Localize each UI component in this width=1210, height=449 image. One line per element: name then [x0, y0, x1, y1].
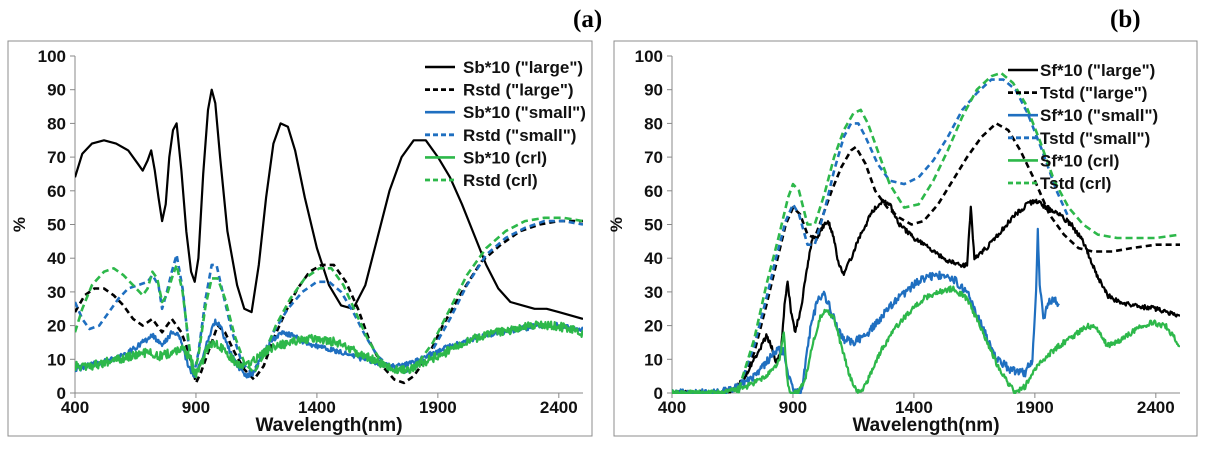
series-line: [75, 216, 583, 378]
y-tick-label: 60: [644, 182, 663, 201]
x-tick-label: 1900: [419, 398, 457, 417]
y-tick-label: 100: [38, 47, 66, 66]
y-tick-label: 30: [47, 283, 66, 302]
series-line: [75, 320, 583, 379]
x-axis-label: Wavelength(nm): [255, 415, 402, 436]
y-tick-label: 80: [644, 114, 663, 133]
legend-label: Rstd ("large"): [463, 81, 574, 100]
y-tick-label: 60: [47, 182, 66, 201]
legend-label: Sf*10 ("small"): [1040, 106, 1158, 125]
y-tick-label: 70: [644, 148, 663, 167]
y-tick-label: 90: [47, 81, 66, 100]
y-axis-label: %: [607, 217, 626, 232]
y-tick-label: 40: [47, 249, 66, 268]
series-line: [672, 198, 1180, 394]
y-tick-label: 0: [654, 384, 663, 403]
y-tick-label: 100: [635, 47, 663, 66]
y-tick-label: 90: [644, 81, 663, 100]
y-tick-label: 10: [644, 350, 663, 369]
legend-label: Rstd ("small"): [463, 126, 576, 145]
series-line: [75, 88, 583, 320]
series-line: [75, 219, 583, 378]
legend-label: Tstd ("small"): [1040, 129, 1150, 148]
series-line: [672, 285, 1180, 394]
y-tick-label: 40: [644, 249, 663, 268]
y-tick-label: 20: [644, 317, 663, 336]
x-tick-label: 1400: [895, 398, 933, 417]
legend-label: Sf*10 (crl): [1040, 151, 1119, 170]
series-line: [672, 122, 1180, 394]
x-tick-label: 400: [658, 398, 686, 417]
x-tick-label: 2400: [540, 398, 578, 417]
panel-b-label: (b): [1110, 6, 1141, 33]
panel-a-label: (a): [573, 6, 603, 33]
y-tick-label: 30: [644, 283, 663, 302]
chart-frame: [7, 40, 593, 437]
y-tick-label: 70: [47, 148, 66, 167]
x-tick-label: 1400: [298, 398, 336, 417]
y-axis-label: %: [10, 217, 29, 232]
legend-label: Rstd (crl): [463, 171, 538, 190]
y-tick-label: 50: [644, 216, 663, 235]
x-tick-label: 2400: [1137, 398, 1175, 417]
x-tick-label: 400: [61, 398, 89, 417]
y-tick-label: 50: [47, 216, 66, 235]
y-tick-label: 0: [57, 384, 66, 403]
y-tick-label: 20: [47, 317, 66, 336]
series-line: [672, 78, 1070, 394]
legend-label: Sf*10 ("large"): [1040, 61, 1155, 80]
legend-label: Sb*10 ("small"): [463, 103, 586, 122]
y-tick-label: 80: [47, 114, 66, 133]
x-tick-label: 900: [779, 398, 807, 417]
x-tick-label: 1900: [1016, 398, 1054, 417]
y-tick-label: 10: [47, 350, 66, 369]
legend-label: Tstd (crl): [1040, 174, 1111, 193]
chart-frame: [613, 40, 1198, 437]
x-tick-label: 900: [182, 398, 210, 417]
legend-label: Tstd ("large"): [1040, 84, 1147, 103]
series-line: [672, 71, 1180, 394]
legend-label: Sb*10 (crl): [463, 148, 547, 167]
x-axis-label: Wavelength(nm): [852, 415, 999, 436]
legend-label: Sb*10 ("large"): [463, 58, 583, 77]
